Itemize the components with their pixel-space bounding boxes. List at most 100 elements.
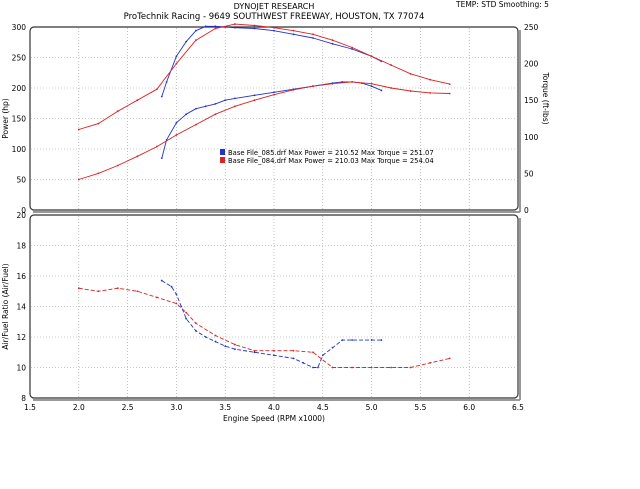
y-tick-label: 50 <box>16 176 26 185</box>
data-point <box>448 357 451 360</box>
data-point <box>204 336 207 338</box>
data-point <box>351 81 353 83</box>
data-point <box>409 366 412 369</box>
data-point <box>273 26 275 29</box>
x-tick-label: 1.5 <box>24 403 36 412</box>
series-line <box>161 280 382 368</box>
data-point <box>195 39 197 42</box>
data-point <box>292 88 295 91</box>
data-point <box>234 343 236 346</box>
data-point <box>370 85 373 88</box>
x-tick-label: 3.5 <box>219 403 231 412</box>
data-point <box>214 25 217 28</box>
data-point <box>97 122 100 125</box>
y-tick-label: 300 <box>12 23 27 32</box>
data-point <box>136 155 139 158</box>
y-right-tick-label: 50 <box>524 169 534 178</box>
data-point <box>224 345 227 348</box>
data-point <box>273 354 275 357</box>
data-point <box>160 95 163 98</box>
data-point <box>253 94 256 97</box>
data-point <box>448 83 451 85</box>
data-point <box>331 366 334 369</box>
y-right-tick-label: 0 <box>524 206 529 215</box>
data-point <box>160 279 163 282</box>
data-point <box>253 27 256 30</box>
data-point <box>234 348 236 351</box>
data-point <box>195 330 197 332</box>
data-point <box>195 107 197 110</box>
y-tick-label: 150 <box>12 115 27 124</box>
data-point <box>214 102 217 105</box>
chart-header-corner-info: TEMP: STD Smoothing: 5 <box>456 0 549 9</box>
chart-header-title: DYNOJET RESEARCH <box>233 2 315 11</box>
data-point <box>136 99 139 102</box>
x-tick-label: 5.0 <box>366 403 378 412</box>
data-point <box>204 25 207 28</box>
data-point <box>185 311 188 314</box>
data-point <box>380 89 383 92</box>
data-point <box>351 339 353 341</box>
data-point <box>195 123 197 126</box>
data-point <box>409 90 412 92</box>
data-point <box>175 62 178 65</box>
data-point <box>312 351 314 354</box>
data-point <box>160 157 163 160</box>
data-point <box>253 99 256 102</box>
data-point <box>312 85 314 88</box>
data-point <box>234 26 236 29</box>
series-line <box>78 81 450 180</box>
x-axis-title: Engine Speed (RPM x1000) <box>223 414 325 423</box>
data-point <box>116 110 119 113</box>
data-point <box>116 164 119 167</box>
y-tick-label: 250 <box>12 54 27 63</box>
y-axis-title: Air/Fuel Ratio (Air/Fuel) <box>1 263 10 349</box>
data-point <box>253 24 256 27</box>
data-point <box>77 128 80 131</box>
data-point <box>292 357 295 360</box>
x-tick-label: 4.5 <box>317 403 329 412</box>
data-point <box>155 145 158 148</box>
data-point <box>116 287 119 290</box>
data-point <box>312 366 314 369</box>
legend-swatch <box>220 149 225 155</box>
data-point <box>370 339 373 341</box>
data-point <box>448 92 451 95</box>
data-point <box>292 349 295 352</box>
data-point <box>214 27 217 30</box>
legend-text: Base File_085.drf Max Power = 210.52 Max… <box>228 149 434 157</box>
x-tick-label: 2.0 <box>73 403 85 412</box>
y-tick-label: 10 <box>16 364 26 373</box>
data-point <box>292 29 295 32</box>
data-point <box>351 366 353 369</box>
x-tick-label: 3.0 <box>170 403 182 412</box>
data-point <box>204 105 207 108</box>
data-point <box>253 349 256 352</box>
y-tick-label: 14 <box>16 303 26 312</box>
data-point <box>214 340 217 343</box>
data-point <box>234 105 236 108</box>
data-point <box>165 81 168 83</box>
data-point <box>136 290 139 293</box>
y-right-tick-label: 100 <box>524 133 539 142</box>
data-point <box>331 346 334 349</box>
series-line <box>78 23 450 130</box>
data-point <box>234 97 236 100</box>
data-point <box>341 339 344 341</box>
data-point <box>155 88 158 91</box>
y-tick-label: 0 <box>21 206 26 215</box>
data-point <box>77 287 80 290</box>
data-point <box>292 33 295 36</box>
data-point <box>175 121 178 124</box>
y-tick-label: 12 <box>16 333 26 342</box>
data-point <box>185 113 188 116</box>
x-tick-label: 2.5 <box>122 403 134 412</box>
data-point <box>195 322 197 325</box>
x-tick-label: 6.0 <box>463 403 475 412</box>
data-point <box>331 39 334 42</box>
data-point <box>390 87 393 89</box>
y-right-axis-title: Torque (ft-lbs) <box>541 71 550 124</box>
data-point <box>317 366 319 369</box>
data-point <box>170 285 173 288</box>
